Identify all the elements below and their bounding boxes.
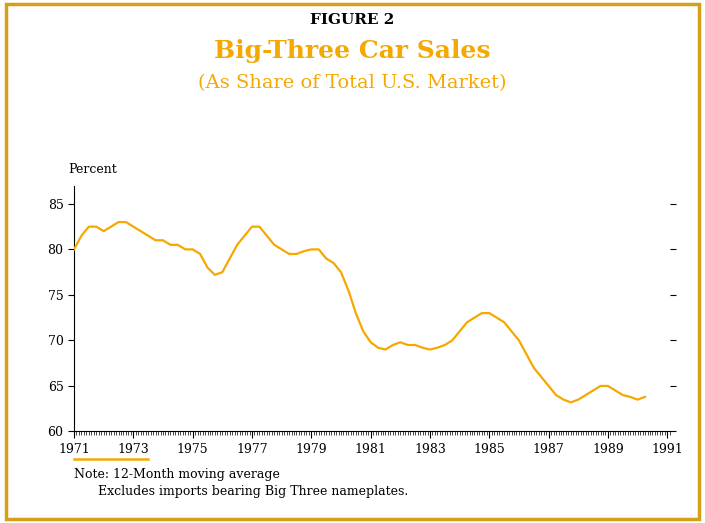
Text: Note: 12-Month moving average: Note: 12-Month moving average — [74, 468, 280, 481]
Text: Percent: Percent — [68, 163, 117, 176]
Text: Excludes imports bearing Big Three nameplates.: Excludes imports bearing Big Three namep… — [74, 485, 408, 498]
Text: (As Share of Total U.S. Market): (As Share of Total U.S. Market) — [198, 74, 507, 92]
Text: FIGURE 2: FIGURE 2 — [310, 13, 395, 27]
Text: Big-Three Car Sales: Big-Three Car Sales — [214, 39, 491, 63]
